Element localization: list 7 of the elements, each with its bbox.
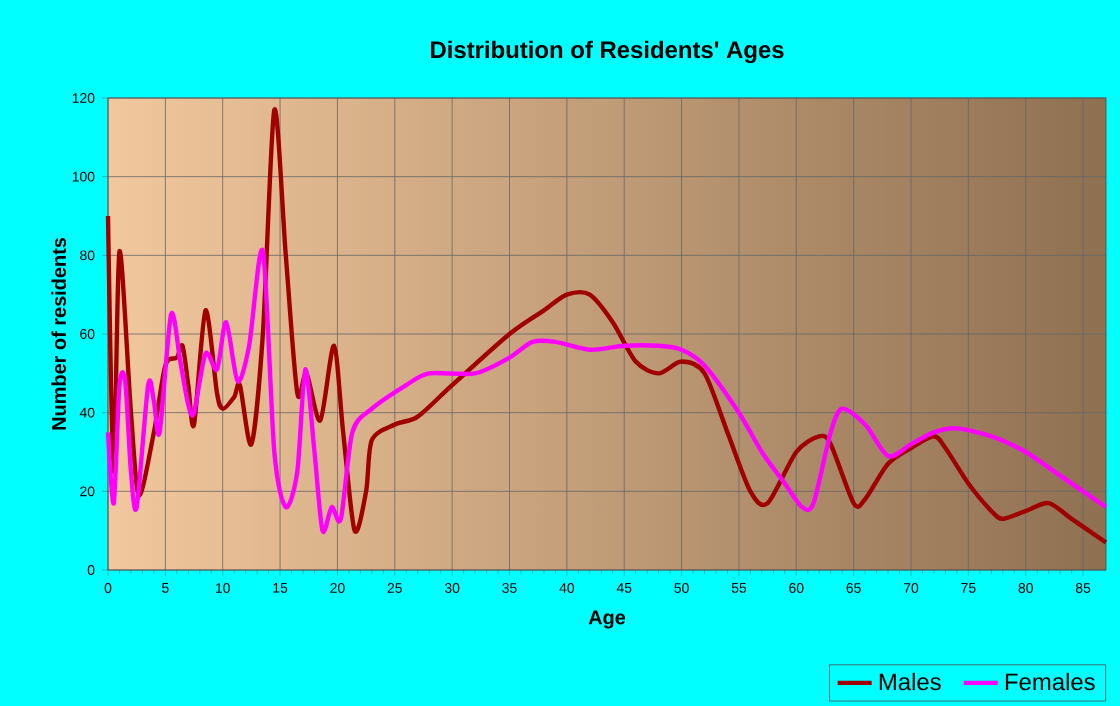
y-axis-title: Number of residents (51, 237, 66, 430)
line-series (105, 107, 1109, 545)
chart-title: Distribution of Residents' Ages (431, 40, 784, 64)
legend-label: Females (1005, 672, 1095, 691)
legend-label: Males (879, 672, 941, 691)
line-series (105, 249, 1109, 533)
x-axis-title: Age (588, 610, 626, 629)
